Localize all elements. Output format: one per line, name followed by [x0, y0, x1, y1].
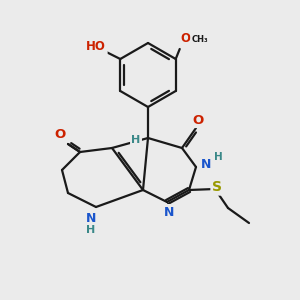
- Text: N: N: [201, 158, 211, 172]
- Text: O: O: [192, 113, 204, 127]
- Text: CH₃: CH₃: [191, 34, 208, 43]
- Text: N: N: [86, 212, 96, 226]
- Text: H: H: [131, 135, 141, 145]
- Text: H: H: [86, 225, 96, 235]
- Text: S: S: [212, 180, 222, 194]
- Text: HO: HO: [86, 40, 106, 53]
- Text: O: O: [181, 32, 191, 46]
- Text: H: H: [214, 152, 222, 162]
- Text: O: O: [54, 128, 66, 140]
- Text: N: N: [164, 206, 174, 218]
